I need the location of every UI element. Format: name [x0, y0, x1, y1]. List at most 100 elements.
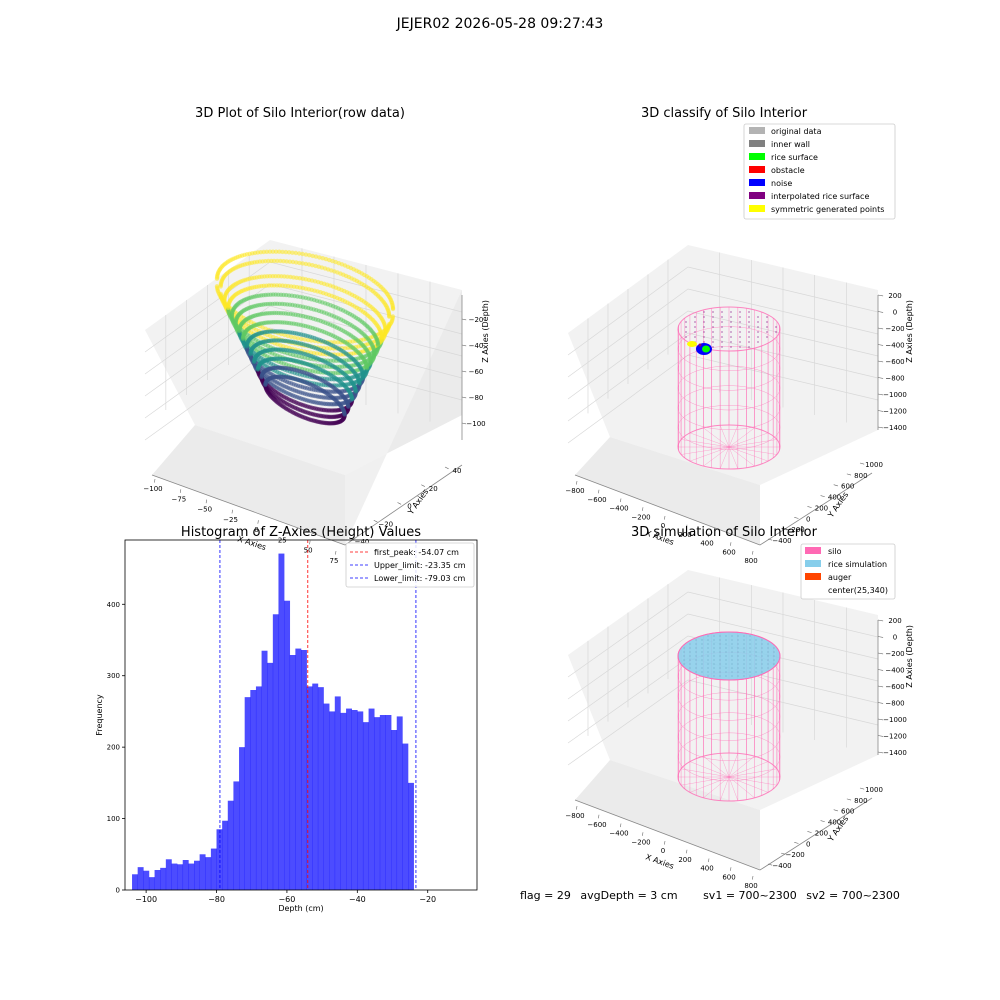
histogram-bar: [346, 708, 352, 890]
rice-dot: [707, 643, 709, 645]
histogram-bar: [396, 716, 403, 890]
histogram-plot: Histogram of Z-Axies (Height) Values −10…: [95, 525, 478, 913]
simulation-legend: silo rice simulation auger center(25,340): [805, 547, 888, 595]
interpolated-dot: [730, 321, 732, 323]
raw-point: [284, 259, 289, 264]
raw-point: [317, 255, 322, 260]
histogram-bar: [323, 703, 330, 890]
cls-y-tick-label: −200: [786, 526, 805, 534]
silo-ring: [677, 405, 781, 450]
sim-x-tick-label: 200: [678, 856, 691, 864]
histogram-bar: [182, 860, 189, 890]
rice-dot: [731, 651, 733, 653]
simulation-legend-label: auger: [828, 573, 852, 582]
classify-silo-wireframe: [677, 306, 781, 470]
raw-z-tick-label: −100: [466, 420, 485, 428]
cls-y-tick: [833, 484, 838, 487]
rice-dot: [743, 639, 745, 641]
histogram-bar: [222, 820, 229, 890]
interpolated-dot: [685, 321, 687, 323]
sim-y-tick-label: −400: [772, 862, 791, 870]
sim-x-tick-label: 400: [700, 865, 713, 873]
rice-dot: [695, 643, 697, 645]
raw-z-tick: [461, 318, 467, 321]
rice-dot: [719, 647, 721, 649]
rice-dot: [695, 639, 697, 641]
sim-y-tick-label: −200: [786, 851, 805, 859]
simulation-z-axis-label: Z Axies (Depth): [905, 625, 914, 688]
raw-x-tick: [257, 520, 259, 524]
simulation-legend-label: center(25,340): [828, 586, 888, 595]
raw-x-tick: [309, 540, 311, 545]
histogram-bar: [143, 870, 150, 890]
cls-y-tick: [807, 506, 812, 508]
silo-spoke: [728, 753, 739, 778]
raw-point: [368, 358, 373, 363]
footer-sv1: sv1 = 700~2300: [703, 889, 797, 902]
interpolated-dot: [739, 341, 741, 343]
raw-x-tick: [179, 489, 182, 493]
classify-legend-label: original data: [771, 127, 822, 136]
interpolated-dot: [703, 321, 705, 323]
histogram-bar: [272, 614, 279, 890]
rice-dot: [731, 647, 733, 649]
cls-z-tick: [877, 327, 884, 330]
interpolated-dot: [757, 316, 759, 318]
rice-dot: [761, 667, 763, 669]
sim-x-tick: [752, 875, 754, 880]
cls-x-tick-label: −400: [609, 505, 628, 513]
histogram-bar: [284, 600, 291, 890]
classify-legend: original data inner wall rice surface obsta…: [749, 127, 884, 214]
rice-dot: [701, 667, 703, 669]
silo-spoke: [728, 427, 755, 448]
sim-z-tick: [877, 619, 884, 622]
cls-x-tick-label: 400: [700, 540, 713, 548]
sim-x-tick-label: 600: [722, 873, 735, 881]
histogram-legend-box: [345, 542, 475, 588]
histogram-x-tick-label: −80: [208, 895, 225, 904]
cls-y-tick: [781, 527, 786, 530]
sim-x-tick-label: −600: [587, 821, 606, 829]
rice-dot: [713, 635, 715, 637]
raw-y-tick: [373, 519, 378, 523]
rice-dot: [719, 671, 721, 673]
histogram-bar: [210, 848, 217, 890]
cls-z-tick: [877, 377, 884, 379]
histogram-x-tick-label: −20: [419, 895, 436, 904]
cls-z-tick-label: −600: [885, 358, 904, 366]
rice-dot: [749, 635, 751, 637]
cls-z-tick: [877, 311, 884, 313]
rice-dot: [749, 647, 751, 649]
classify-legend-swatch: [749, 127, 765, 134]
raw-point: [310, 263, 315, 268]
histogram-bar: [250, 690, 257, 890]
interpolated-dot: [766, 336, 768, 338]
classify-legend-label: inner wall: [771, 140, 810, 149]
histogram-bar: [278, 553, 285, 890]
grid-line: [567, 332, 879, 422]
rice-dot: [755, 671, 757, 673]
histogram-bar: [402, 743, 409, 890]
rice-dot: [707, 667, 709, 669]
histogram-bar: [362, 722, 369, 890]
rice-dot: [737, 671, 739, 673]
raw-point: [320, 256, 325, 261]
cls-x-tick-label: −800: [565, 487, 584, 495]
raw-y-tick: [421, 484, 425, 487]
histogram-title: Histogram of Z-Axies (Height) Values: [181, 525, 421, 540]
raw-point: [214, 284, 220, 289]
simulation-legend-swatch: [805, 586, 821, 593]
raw-x-tick: [283, 530, 285, 535]
raw-point: [293, 250, 298, 256]
cls-x-tick: [730, 542, 732, 546]
interpolated-dot: [721, 311, 723, 313]
sim-x-tick-label: 0: [661, 847, 665, 855]
silo-spoke: [728, 776, 755, 798]
interpolated-dot: [721, 326, 723, 328]
cls-y-tick-label: 800: [854, 472, 867, 480]
raw-point: [287, 259, 292, 264]
sim-z-tick: [877, 751, 884, 754]
cls-z-tick-label: 0: [893, 309, 897, 317]
interpolated-dot: [748, 341, 750, 343]
raw-floor: [152, 425, 345, 545]
